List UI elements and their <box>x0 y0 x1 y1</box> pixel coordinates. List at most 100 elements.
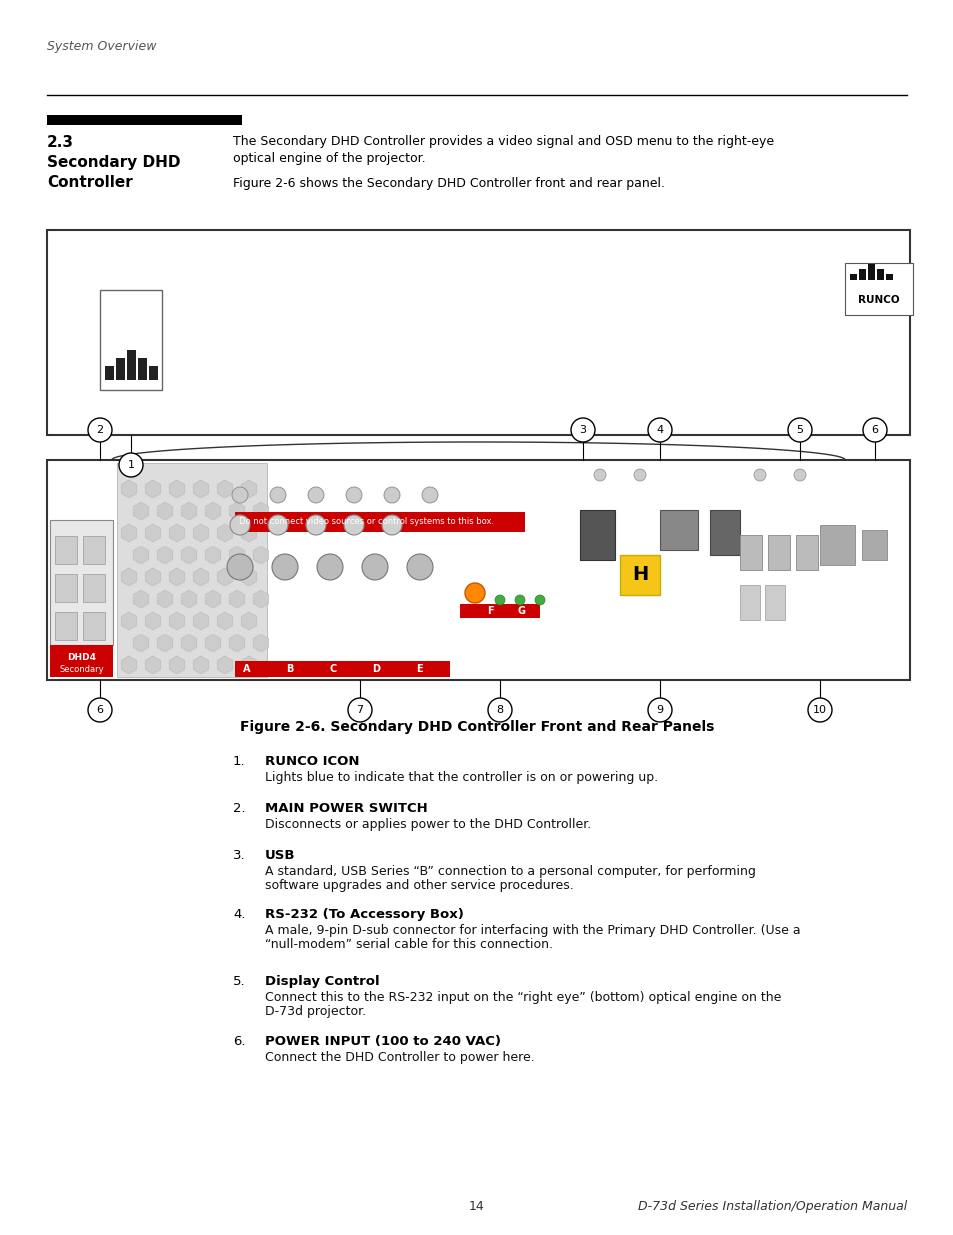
Text: The Secondary DHD Controller provides a video signal and OSD menu to the right-e: The Secondary DHD Controller provides a … <box>233 135 773 148</box>
Polygon shape <box>121 524 136 542</box>
Bar <box>50 520 112 645</box>
Circle shape <box>647 417 671 442</box>
Polygon shape <box>145 480 161 498</box>
Polygon shape <box>193 656 209 674</box>
Polygon shape <box>205 590 220 608</box>
Polygon shape <box>241 656 256 674</box>
Bar <box>862 530 886 559</box>
Polygon shape <box>133 590 149 608</box>
Bar <box>116 358 125 380</box>
Circle shape <box>272 555 297 580</box>
Circle shape <box>793 469 805 480</box>
Polygon shape <box>217 656 233 674</box>
Circle shape <box>232 487 248 503</box>
Text: RS-232 (To Accessory Box): RS-232 (To Accessory Box) <box>265 908 463 921</box>
Bar <box>820 525 854 564</box>
Polygon shape <box>241 613 256 630</box>
Bar <box>767 535 789 571</box>
Bar <box>55 536 77 564</box>
Text: A male, 9-pin D-sub connector for interfacing with the Primary DHD Controller. (: A male, 9-pin D-sub connector for interf… <box>265 924 800 937</box>
Bar <box>876 269 883 280</box>
Text: D-73d Series Installation/Operation Manual: D-73d Series Installation/Operation Manu… <box>638 1200 906 1213</box>
Circle shape <box>862 417 886 442</box>
Text: Display Control: Display Control <box>265 974 379 988</box>
Circle shape <box>787 417 811 442</box>
Circle shape <box>384 487 399 503</box>
Polygon shape <box>121 656 136 674</box>
Polygon shape <box>241 524 256 542</box>
Polygon shape <box>169 524 185 542</box>
Bar <box>138 358 147 380</box>
Text: A standard, USB Series “B” connection to a personal computer, for performing: A standard, USB Series “B” connection to… <box>265 864 755 878</box>
Circle shape <box>119 453 143 477</box>
Text: 4: 4 <box>656 425 663 435</box>
Polygon shape <box>193 524 209 542</box>
Text: Connect this to the RS-232 input on the “right eye” (bottom) optical engine on t: Connect this to the RS-232 input on the … <box>265 990 781 1004</box>
Bar <box>885 274 892 280</box>
Text: 1.: 1. <box>233 755 245 768</box>
Text: E: E <box>416 664 422 674</box>
Text: 10: 10 <box>812 705 826 715</box>
Polygon shape <box>253 634 269 652</box>
Circle shape <box>344 515 364 535</box>
Polygon shape <box>205 634 220 652</box>
Text: 4.: 4. <box>233 908 245 921</box>
Bar <box>849 274 856 280</box>
Circle shape <box>227 555 253 580</box>
Polygon shape <box>217 480 233 498</box>
Circle shape <box>88 417 112 442</box>
Text: H: H <box>631 566 647 584</box>
Circle shape <box>381 515 401 535</box>
Polygon shape <box>121 480 136 498</box>
Circle shape <box>753 469 765 480</box>
Text: optical engine of the projector.: optical engine of the projector. <box>233 152 425 165</box>
Polygon shape <box>133 546 149 564</box>
Text: 5: 5 <box>796 425 802 435</box>
Bar <box>659 510 698 550</box>
Polygon shape <box>205 546 220 564</box>
Text: Secondary DHD: Secondary DHD <box>47 156 180 170</box>
Polygon shape <box>121 613 136 630</box>
Circle shape <box>594 469 605 480</box>
Polygon shape <box>157 590 172 608</box>
Text: “null-modem” serial cable for this connection.: “null-modem” serial cable for this conne… <box>265 939 553 951</box>
Polygon shape <box>229 590 245 608</box>
Text: 5.: 5. <box>233 974 245 988</box>
Circle shape <box>634 469 645 480</box>
Bar <box>858 269 865 280</box>
Bar <box>867 264 874 280</box>
Text: Figure 2-6 shows the Secondary DHD Controller front and rear panel.: Figure 2-6 shows the Secondary DHD Contr… <box>233 177 664 190</box>
Text: System Overview: System Overview <box>47 40 156 53</box>
Circle shape <box>308 487 324 503</box>
Polygon shape <box>157 501 172 520</box>
Circle shape <box>488 698 512 722</box>
Text: Connect the DHD Controller to power here.: Connect the DHD Controller to power here… <box>265 1051 535 1065</box>
Polygon shape <box>253 590 269 608</box>
Circle shape <box>515 595 524 605</box>
Circle shape <box>361 555 388 580</box>
Polygon shape <box>145 613 161 630</box>
Text: Figure 2-6. Secondary DHD Controller Front and Rear Panels: Figure 2-6. Secondary DHD Controller Fro… <box>239 720 714 734</box>
Bar <box>127 350 136 380</box>
Bar <box>709 510 740 555</box>
Circle shape <box>88 698 112 722</box>
Text: Lights blue to indicate that the controller is on or powering up.: Lights blue to indicate that the control… <box>265 771 658 784</box>
Text: D-73d projector.: D-73d projector. <box>265 1005 366 1018</box>
Circle shape <box>407 555 433 580</box>
Polygon shape <box>169 656 185 674</box>
Bar <box>47 115 242 125</box>
Text: 7: 7 <box>356 705 363 715</box>
Bar <box>83 536 105 564</box>
Bar <box>795 535 817 571</box>
Text: 9: 9 <box>656 705 663 715</box>
Polygon shape <box>169 613 185 630</box>
Bar <box>844 263 912 315</box>
Bar <box>47 230 909 435</box>
Polygon shape <box>205 501 220 520</box>
Bar <box>740 535 761 571</box>
Polygon shape <box>253 501 269 520</box>
Text: F: F <box>486 606 493 616</box>
Circle shape <box>495 595 504 605</box>
Text: DHD4: DHD4 <box>68 653 96 662</box>
Bar <box>764 585 784 620</box>
